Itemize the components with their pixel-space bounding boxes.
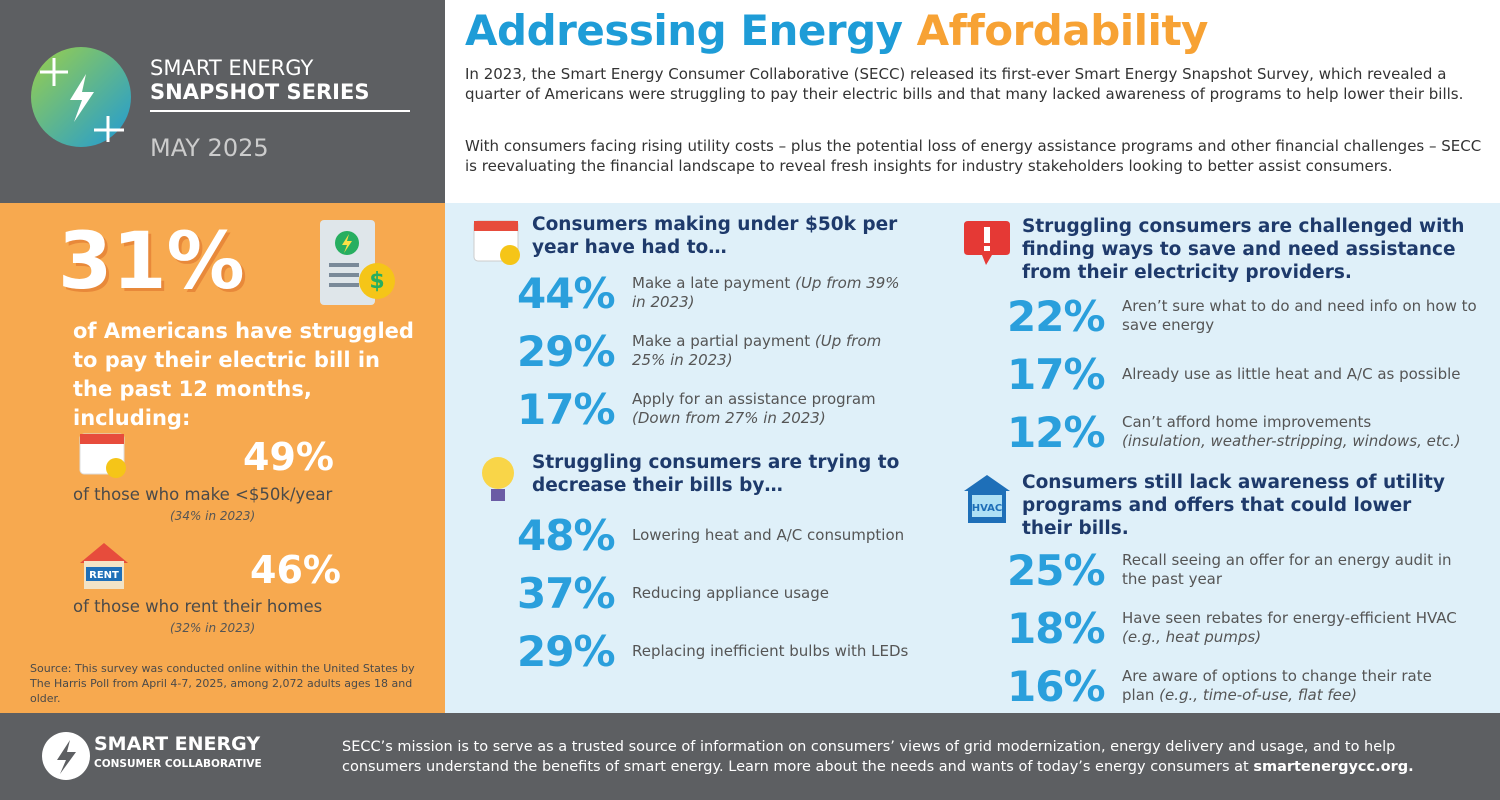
finding-text: Lowering heat and A/C consumption bbox=[632, 526, 904, 545]
intro-paragraph: With consumers facing rising utility cos… bbox=[465, 137, 1482, 175]
finding-percent: 37% bbox=[517, 568, 616, 618]
finding-label: Apply for an assistance program bbox=[632, 390, 876, 408]
finding-percent: 22% bbox=[1007, 291, 1106, 341]
finding-percent: 12% bbox=[1007, 407, 1106, 457]
finding: 16% Are aware of options to change their … bbox=[1007, 661, 1457, 711]
finding-percent: 29% bbox=[517, 626, 616, 676]
finding-text: Are aware of options to change their rat… bbox=[1122, 667, 1457, 705]
finding-text: Recall seeing an offer for an energy aud… bbox=[1122, 551, 1457, 589]
finding-text: Make a partial payment (Up from 25% in 2… bbox=[632, 332, 917, 370]
title: Addressing Energy Affordability bbox=[465, 6, 1208, 55]
svg-text:$: $ bbox=[369, 269, 384, 294]
finding-label: Can’t afford home improvements bbox=[1122, 413, 1372, 431]
finding-label: Replacing inefficient bulbs with LEDs bbox=[632, 641, 909, 660]
header-panel: SMART ENERGY SNAPSHOT SERIES MAY 2025 bbox=[0, 0, 445, 203]
section-title: Consumers making under $50k per year hav… bbox=[532, 214, 898, 258]
finding: 25% Recall seeing an offer for an energy … bbox=[1007, 545, 1457, 595]
section-title: Struggling consumers are challenged with… bbox=[1022, 216, 1465, 283]
finding-text: Already use as little heat and A/C as po… bbox=[1122, 365, 1461, 384]
finding-label: Lowering heat and A/C consumption bbox=[632, 525, 905, 544]
finding-note: (Down from 27% in 2023) bbox=[632, 409, 826, 427]
bill-icon: $ bbox=[320, 220, 395, 305]
finding: 17% Apply for an assistance program (Down … bbox=[517, 384, 917, 434]
finding-text: Have seen rebates for energy-efficient H… bbox=[1122, 609, 1457, 647]
finding-text: Replacing inefficient bulbs with LEDs bbox=[632, 642, 908, 661]
headline-text: of Americans have struggled to pay their… bbox=[73, 319, 414, 430]
section-title: Consumers still lack awareness of utilit… bbox=[1022, 472, 1445, 539]
source-note: Source: This survey was conducted online… bbox=[30, 662, 415, 705]
finding: 22% Aren’t sure what to do and need info … bbox=[1007, 291, 1497, 341]
finding: 29% Replacing inefficient bulbs with LEDs bbox=[517, 626, 917, 676]
series-line1: SMART ENERGY bbox=[150, 56, 314, 80]
rent-icon-text: RENT bbox=[89, 570, 119, 581]
finding-label: Already use as little heat and A/C as po… bbox=[1122, 364, 1461, 383]
website-link[interactable]: smartenergycc.org. bbox=[1253, 759, 1414, 775]
stat-value: 49% bbox=[243, 435, 334, 479]
section-title: Struggling consumers are trying to decre… bbox=[532, 452, 900, 496]
title-part2: Affordability bbox=[916, 6, 1209, 55]
stat-note: (34% in 2023) bbox=[170, 509, 256, 523]
section-icon bbox=[473, 220, 520, 265]
finding-label: Make a late payment bbox=[632, 274, 791, 292]
finding-label: Are aware of options to change their rat… bbox=[1122, 667, 1432, 704]
org-line2: CONSUMER COLLABORATIVE bbox=[94, 758, 262, 770]
finding: 44% Make a late payment (Up from 39% in 2… bbox=[517, 268, 917, 318]
calendar-icon bbox=[79, 433, 126, 478]
finding-text: Can’t afford home improvements (insulatio… bbox=[1122, 413, 1461, 451]
finding-text: Reducing appliance usage bbox=[632, 584, 829, 603]
finding-label: Aren’t sure what to do and need info on … bbox=[1122, 297, 1477, 334]
finding-percent: 25% bbox=[1007, 545, 1106, 595]
finding-label: Reducing appliance usage bbox=[632, 583, 829, 602]
finding-note: (insulation, weather-stripping, windows,… bbox=[1122, 432, 1461, 450]
stat-label: of those who rent their homes bbox=[73, 597, 323, 616]
section-icon: HVAC bbox=[964, 475, 1010, 523]
finding-text: Make a late payment (Up from 39% in 2023… bbox=[632, 274, 917, 312]
divider bbox=[150, 110, 410, 112]
intro-paragraph: In 2023, the Smart Energy Consumer Colla… bbox=[465, 65, 1464, 103]
finding-percent: 17% bbox=[517, 384, 616, 434]
finding-label: Have seen rebates for energy-efficient H… bbox=[1122, 609, 1457, 627]
finding-percent: 18% bbox=[1007, 603, 1106, 653]
section-icon bbox=[482, 457, 514, 501]
rent-icon: RENT bbox=[80, 543, 128, 589]
series-logo bbox=[31, 47, 131, 147]
org-line1: SMART ENERGY bbox=[94, 733, 261, 755]
finding-note: (e.g., time-of-use, flat fee) bbox=[1159, 686, 1357, 704]
date: MAY 2025 bbox=[150, 134, 269, 162]
finding-percent: 48% bbox=[517, 510, 616, 560]
finding-note: (e.g., heat pumps) bbox=[1122, 628, 1262, 646]
findings-panel: Consumers making under $50k per year hav… bbox=[445, 203, 1500, 713]
finding: 29% Make a partial payment (Up from 25% i… bbox=[517, 326, 917, 376]
finding: 18% Have seen rebates for energy-efficien… bbox=[1007, 603, 1457, 653]
finding-label: Recall seeing an offer for an energy aud… bbox=[1122, 551, 1452, 588]
finding: 17% Already use as little heat and A/C as… bbox=[1007, 349, 1497, 399]
stat-label: of those who make <$50k/year bbox=[73, 485, 333, 504]
finding: 37% Reducing appliance usage bbox=[517, 568, 917, 618]
finding-percent: 29% bbox=[517, 326, 616, 376]
finding-label: Make a partial payment bbox=[632, 332, 811, 350]
mission: SECC’s mission is to serve as a trusted … bbox=[342, 737, 1472, 777]
finding-note: (Up from 39% in 2023) bbox=[632, 274, 900, 311]
finding-note: (Up from 25% in 2023) bbox=[632, 332, 882, 369]
stat-note: (32% in 2023) bbox=[170, 621, 256, 635]
headline-stat: 31% bbox=[58, 217, 245, 307]
footer: SMART ENERGY CONSUMER COLLABORATIVE SECC… bbox=[0, 713, 1500, 800]
left-panel: 31% $ of Americans have struggled to pay… bbox=[0, 203, 445, 713]
section-icon bbox=[964, 221, 1010, 265]
org-logo bbox=[42, 732, 90, 780]
finding: 48% Lowering heat and A/C consumption bbox=[517, 510, 917, 560]
stat-value: 46% bbox=[250, 548, 341, 592]
series-line2: SNAPSHOT SERIES bbox=[150, 80, 370, 104]
finding-percent: 16% bbox=[1007, 661, 1106, 711]
finding-percent: 44% bbox=[517, 268, 616, 318]
finding-percent: 17% bbox=[1007, 349, 1106, 399]
finding-text: Aren’t sure what to do and need info on … bbox=[1122, 297, 1497, 335]
title-part1: Addressing Energy bbox=[465, 6, 903, 55]
finding: 12% Can’t afford home improvements (insula… bbox=[1007, 407, 1497, 457]
finding-text: Apply for an assistance program (Down fro… bbox=[632, 390, 876, 428]
hvac-icon-text: HVAC bbox=[972, 503, 1003, 514]
mission-text: SECC’s mission is to serve as a trusted … bbox=[342, 739, 1396, 775]
